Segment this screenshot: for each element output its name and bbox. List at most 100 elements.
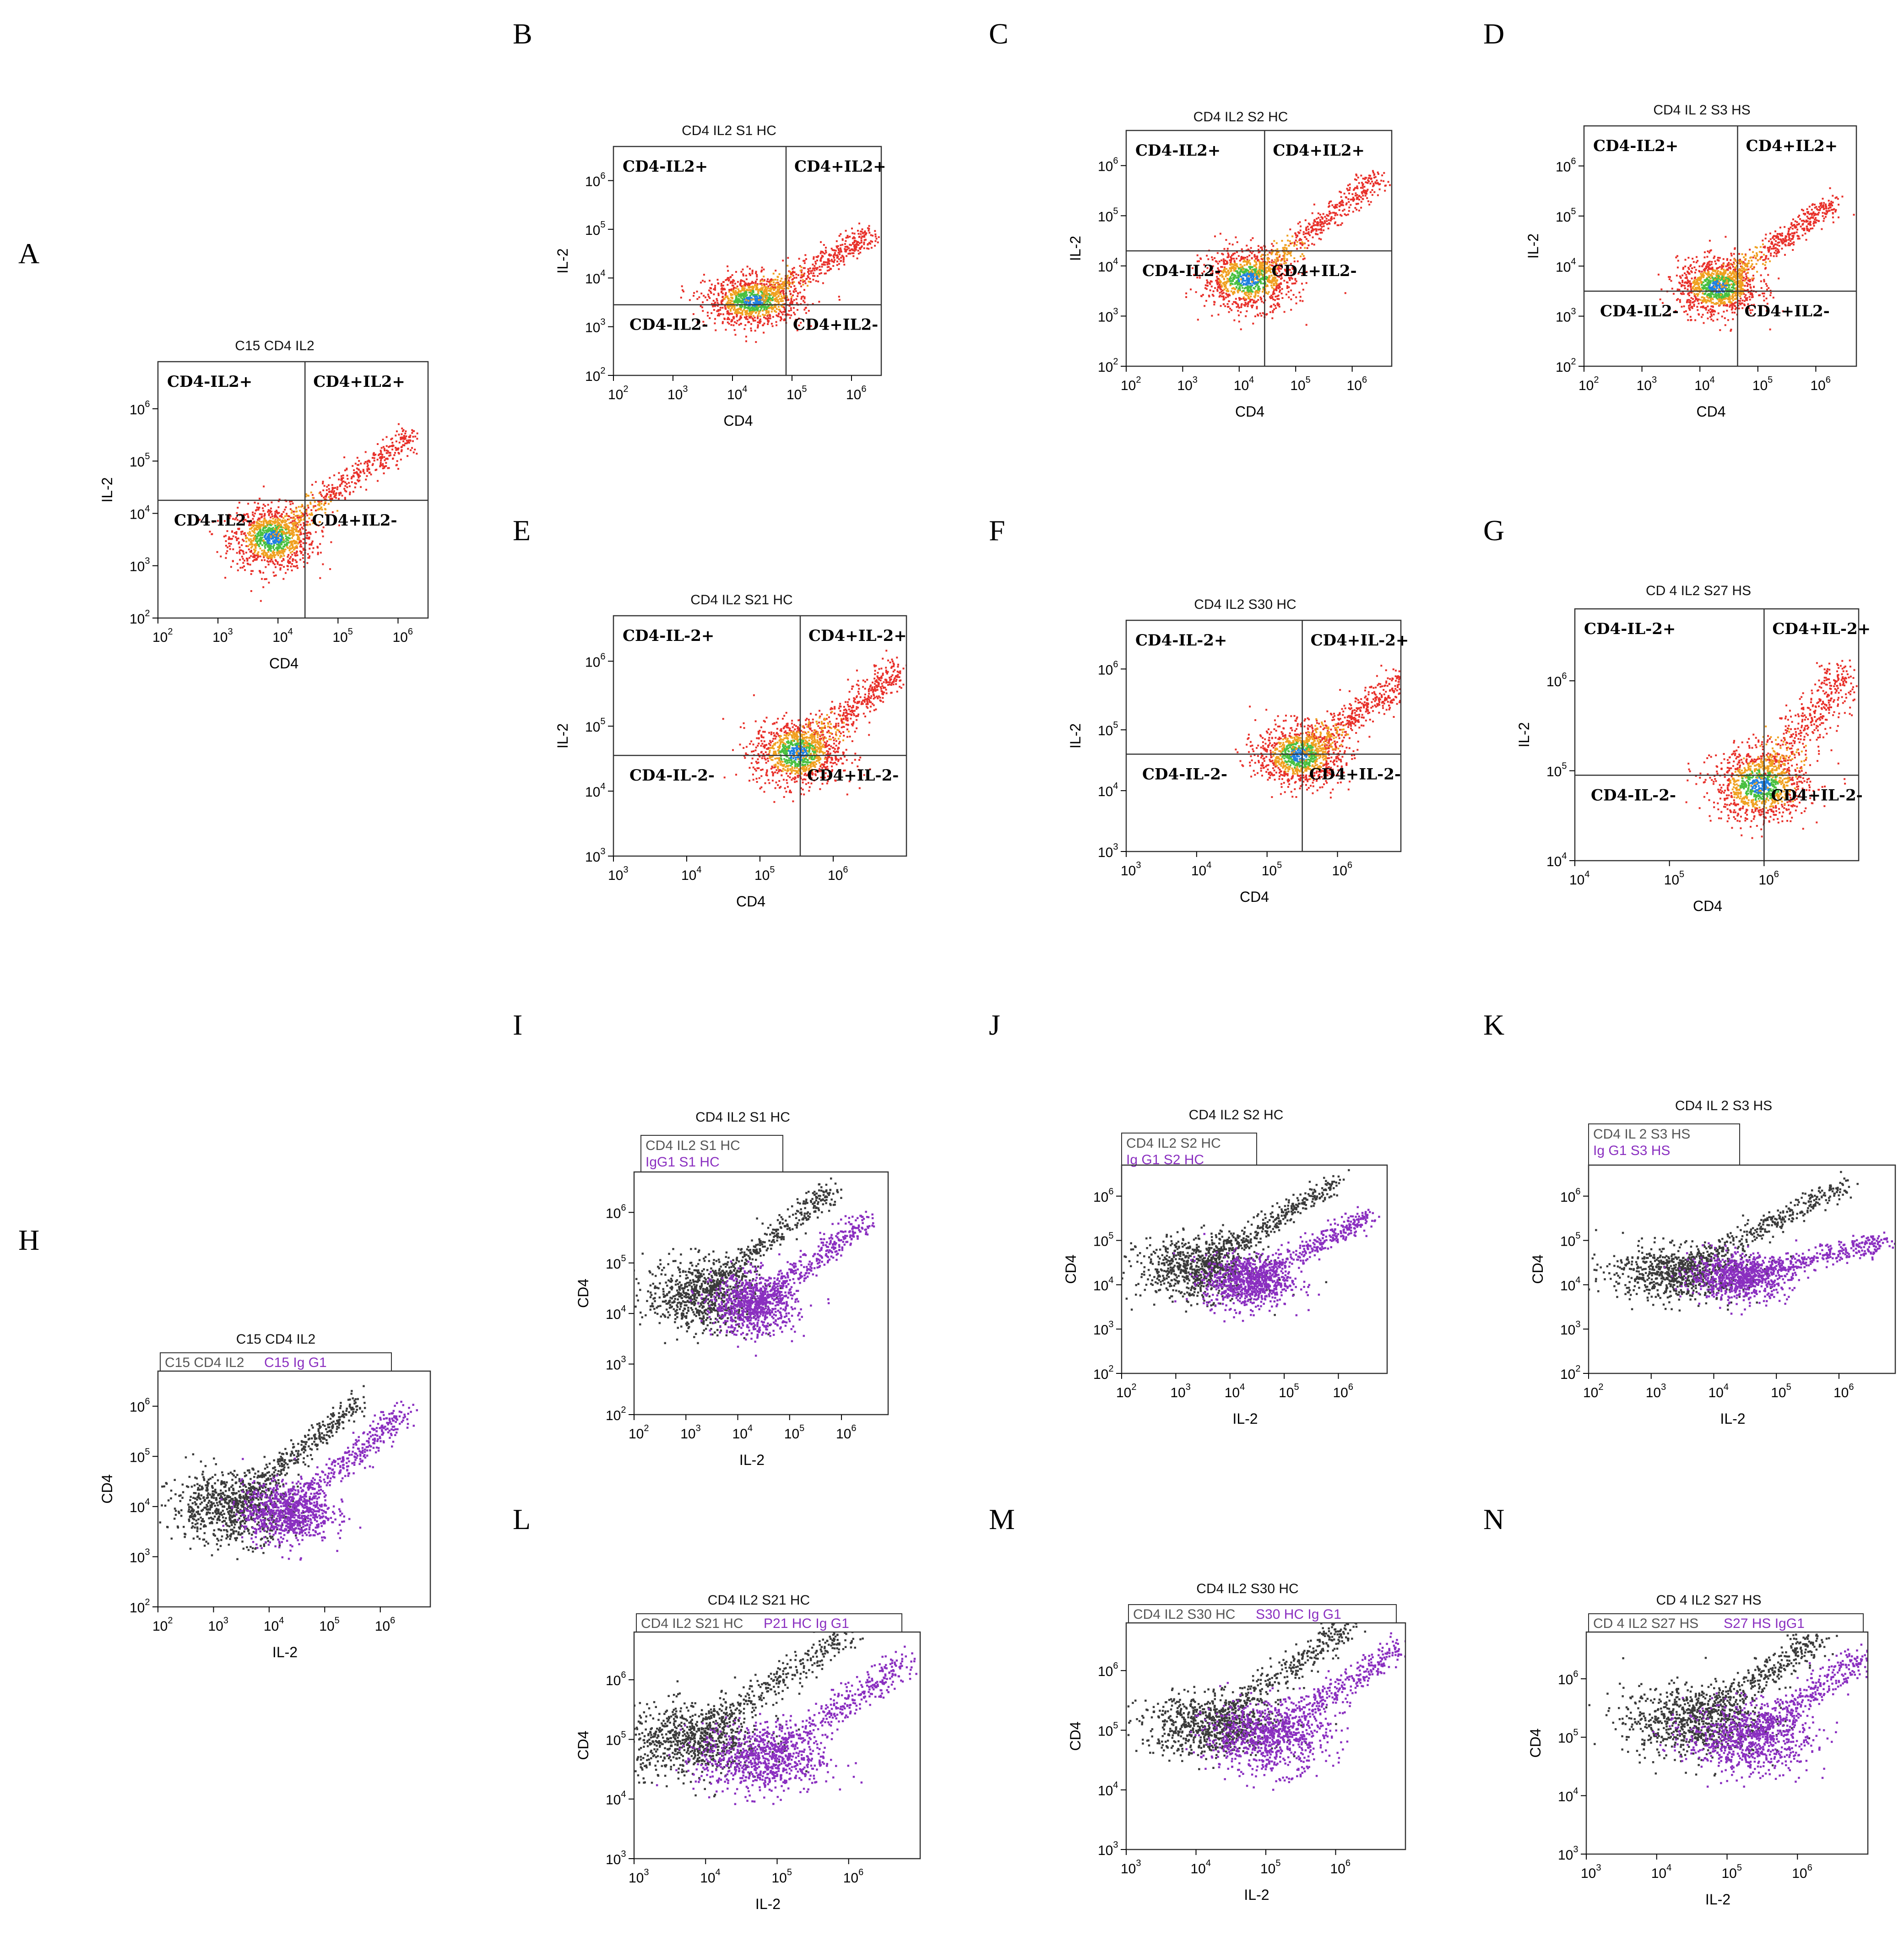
event-point — [1259, 296, 1262, 298]
event-point — [747, 282, 749, 285]
event-point — [291, 563, 293, 565]
x-tick-label: 103 — [1177, 375, 1198, 393]
event-point — [1257, 286, 1259, 288]
event-point — [309, 533, 312, 535]
event-point — [741, 312, 743, 314]
event-point — [294, 521, 296, 524]
event-point — [1355, 187, 1357, 189]
event-point — [739, 305, 742, 308]
event-point — [346, 474, 348, 477]
event-point — [1341, 204, 1343, 206]
event-point — [1286, 285, 1289, 287]
event-point — [757, 301, 759, 304]
event-point — [1329, 211, 1331, 212]
event-point — [761, 278, 763, 281]
event-point — [305, 512, 308, 515]
event-point — [1277, 294, 1280, 297]
event-point — [1244, 283, 1247, 286]
event-point — [730, 297, 732, 299]
event-point — [1657, 273, 1660, 276]
event-point — [878, 236, 880, 238]
x-axis-label: CD4 — [269, 655, 298, 672]
event-point — [1271, 297, 1273, 299]
event-point — [1269, 267, 1271, 269]
event-point — [1304, 247, 1306, 249]
event-point — [853, 250, 856, 252]
event-point — [757, 290, 759, 293]
event-point — [1669, 276, 1671, 278]
event-point — [1304, 233, 1307, 234]
event-point — [1223, 248, 1226, 250]
event-point — [770, 310, 773, 313]
event-point — [1681, 284, 1683, 286]
event-point — [1273, 240, 1275, 242]
event-point — [1254, 265, 1256, 267]
event-point — [733, 301, 735, 303]
event-point — [860, 239, 862, 242]
panel-title: CD4 IL2 S2 HC — [1193, 109, 1288, 125]
quadrant-label-lower-right: CD4+IL2- — [312, 511, 397, 530]
event-point — [247, 516, 250, 518]
event-point — [1252, 273, 1254, 276]
event-point — [1229, 294, 1231, 297]
event-point — [710, 290, 712, 293]
event-point — [1222, 282, 1225, 284]
event-point — [1394, 183, 1396, 184]
event-point — [746, 318, 749, 320]
event-point — [803, 309, 806, 311]
event-point — [249, 528, 251, 530]
event-point — [769, 282, 771, 285]
event-point — [1735, 280, 1737, 282]
event-point — [737, 281, 739, 283]
event-point — [1751, 309, 1753, 311]
event-point — [860, 233, 862, 235]
event-point — [1746, 282, 1748, 284]
event-point — [276, 532, 278, 535]
x-tick-label: 103 — [667, 384, 688, 402]
event-point — [271, 523, 273, 526]
x-tick-label: 104 — [1234, 375, 1254, 393]
event-point — [777, 282, 779, 285]
event-point — [1273, 293, 1275, 295]
event-point — [277, 526, 279, 528]
event-point — [750, 282, 753, 284]
event-point — [331, 511, 334, 513]
event-point — [1750, 312, 1752, 314]
event-point — [1238, 279, 1240, 281]
event-point — [728, 323, 730, 325]
event-point — [272, 562, 275, 564]
event-point — [257, 502, 259, 504]
event-point — [852, 232, 854, 234]
event-point — [740, 271, 743, 273]
event-point — [327, 503, 330, 505]
event-point — [1232, 280, 1234, 282]
event-point — [257, 544, 260, 546]
event-point — [334, 495, 336, 497]
event-point — [1321, 232, 1323, 234]
event-point — [1219, 294, 1221, 297]
event-point — [254, 556, 256, 559]
event-point — [726, 296, 728, 298]
event-point — [235, 533, 238, 535]
event-point — [757, 324, 759, 326]
event-point — [868, 232, 871, 234]
event-point — [275, 533, 277, 535]
event-point — [1352, 196, 1355, 199]
event-point — [1233, 291, 1235, 293]
event-point — [795, 298, 797, 300]
event-point — [1297, 222, 1299, 225]
event-point — [400, 450, 402, 452]
event-point — [387, 467, 389, 469]
event-point — [293, 552, 296, 554]
event-point — [1274, 299, 1276, 301]
event-point — [328, 491, 330, 493]
event-point — [745, 318, 747, 320]
event-point — [1258, 288, 1260, 291]
event-point — [1279, 265, 1281, 267]
event-point — [1262, 282, 1264, 285]
event-point — [228, 538, 230, 540]
event-point — [403, 438, 406, 440]
event-point — [282, 558, 284, 560]
event-point — [1239, 283, 1241, 286]
event-point — [1677, 260, 1679, 262]
